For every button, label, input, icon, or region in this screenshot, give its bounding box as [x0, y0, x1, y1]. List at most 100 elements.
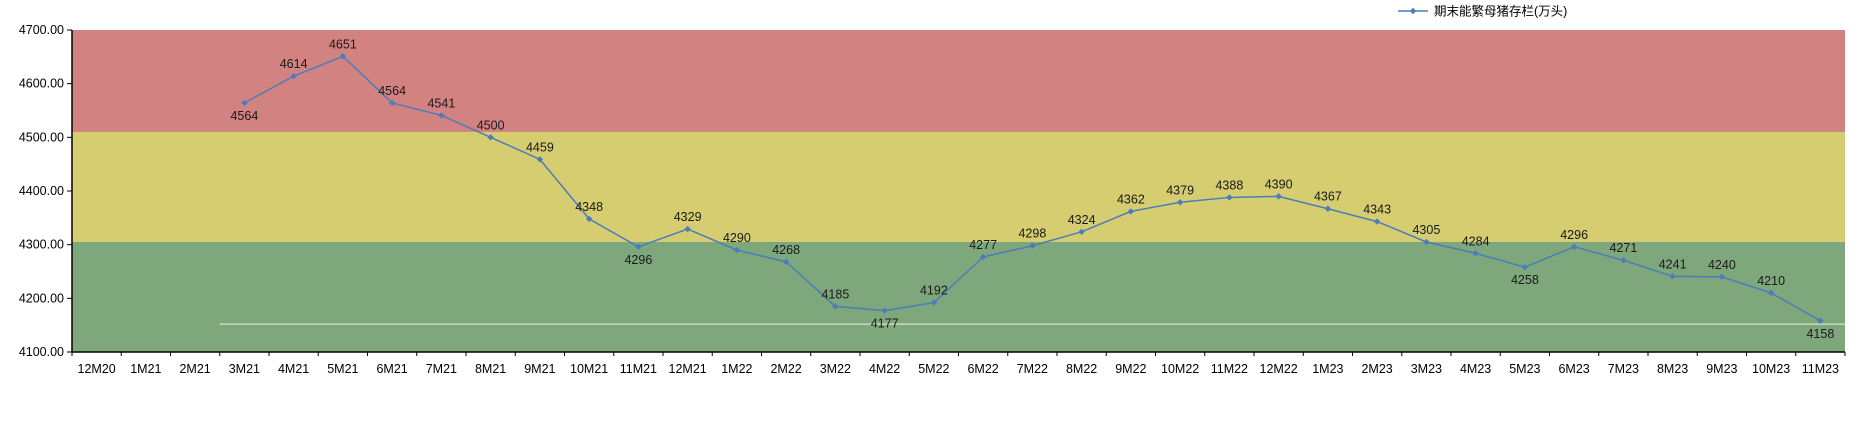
- y-axis-label: 4700.00: [19, 23, 64, 37]
- x-axis-label: 1M23: [1312, 362, 1343, 376]
- data-label: 4284: [1462, 234, 1490, 248]
- data-point: [1669, 273, 1676, 280]
- threshold-band: [72, 30, 1845, 132]
- data-label: 4271: [1609, 241, 1637, 255]
- data-label: 4541: [427, 96, 455, 110]
- data-point: [241, 99, 248, 107]
- x-axis-label: 4M23: [1460, 362, 1491, 376]
- x-axis-label: 2M23: [1361, 362, 1392, 376]
- data-point: [1620, 257, 1627, 264]
- data-point: [979, 253, 987, 261]
- x-axis-label: 8M23: [1657, 362, 1688, 376]
- x-axis-label: 8M21: [475, 362, 506, 376]
- data-point: [585, 215, 593, 223]
- data-point: [536, 156, 544, 163]
- data-label: 4268: [772, 243, 800, 257]
- data-label: 4651: [329, 37, 357, 51]
- x-axis-label: 11M23: [1802, 362, 1839, 376]
- data-label: 4177: [871, 317, 899, 331]
- data-point: [1521, 264, 1529, 271]
- x-axis-label: 9M23: [1706, 362, 1737, 376]
- data-label: 4388: [1215, 178, 1243, 192]
- x-axis-label: 10M21: [570, 362, 608, 376]
- x-axis-label: 6M21: [376, 362, 407, 376]
- x-axis-label: 2M21: [179, 362, 210, 376]
- data-point: [1718, 273, 1726, 281]
- data-point: [930, 299, 938, 306]
- x-axis-label: 3M22: [820, 362, 851, 376]
- data-label: 4210: [1757, 274, 1785, 288]
- y-axis-label: 4600.00: [19, 77, 64, 91]
- x-axis-label: 11M21: [620, 362, 657, 376]
- data-point: [1078, 228, 1085, 235]
- data-label: 4240: [1708, 258, 1736, 272]
- x-axis-label: 9M21: [524, 362, 555, 376]
- data-label: 4258: [1511, 273, 1539, 287]
- x-axis-label: 4M22: [869, 362, 900, 376]
- data-point: [832, 303, 839, 310]
- x-axis-label: 12M20: [78, 362, 116, 376]
- data-point: [684, 225, 691, 233]
- data-label: 4348: [575, 200, 603, 214]
- x-axis-label: 5M22: [918, 362, 949, 376]
- data-point: [438, 112, 445, 119]
- x-axis-label: 2M22: [770, 362, 801, 376]
- data-point: [733, 246, 741, 254]
- x-axis-label: 10M23: [1752, 362, 1790, 376]
- x-axis-label: 12M22: [1260, 362, 1298, 376]
- y-axis-label: 4400.00: [19, 184, 64, 198]
- data-label: 4614: [280, 57, 308, 71]
- data-label: 4298: [1018, 227, 1046, 241]
- data-point: [1570, 243, 1578, 251]
- data-label: 4564: [230, 109, 258, 123]
- data-label: 4362: [1117, 192, 1145, 206]
- data-label: 4241: [1659, 257, 1687, 271]
- x-axis-label: 5M23: [1509, 362, 1540, 376]
- data-label: 4305: [1412, 223, 1440, 237]
- data-point: [1472, 250, 1479, 257]
- y-axis-label: 4300.00: [19, 238, 64, 252]
- x-axis-label: 1M21: [130, 362, 161, 376]
- x-axis-label: 9M22: [1115, 362, 1146, 376]
- data-label: 4296: [624, 253, 652, 267]
- data-label: 4290: [723, 231, 751, 245]
- data-point: [388, 99, 396, 107]
- data-label: 4158: [1806, 327, 1834, 341]
- data-point: [1029, 242, 1036, 249]
- legend-label: 期末能繁母猪存栏(万头): [1434, 4, 1567, 19]
- data-point: [635, 243, 642, 251]
- x-axis-label: 7M22: [1017, 362, 1048, 376]
- x-axis-label: 5M21: [327, 362, 358, 376]
- x-axis-label: 6M23: [1558, 362, 1589, 376]
- data-point: [1176, 199, 1184, 206]
- legend-item[interactable]: 期末能繁母猪存栏(万头): [1398, 4, 1567, 19]
- data-label: 4324: [1068, 213, 1096, 227]
- data-point: [1423, 238, 1430, 246]
- data-point: [1324, 205, 1332, 212]
- legend-marker: [1409, 7, 1417, 15]
- x-axis-label: 3M23: [1411, 362, 1442, 376]
- y-axis-label: 4100.00: [19, 345, 64, 359]
- x-axis-label: 12M21: [669, 362, 707, 376]
- x-axis-label: 6M22: [967, 362, 998, 376]
- x-axis-label: 8M22: [1066, 362, 1097, 376]
- threshold-band: [72, 241, 1845, 352]
- x-axis-label: 4M21: [278, 362, 309, 376]
- data-point: [1767, 289, 1775, 297]
- data-label: 4390: [1265, 177, 1293, 191]
- data-point: [1275, 193, 1282, 200]
- x-axis-label: 3M21: [229, 362, 260, 376]
- data-label: 4329: [674, 210, 702, 224]
- threshold-band: [72, 131, 1845, 242]
- data-label: 4277: [969, 238, 997, 252]
- y-axis-label: 4500.00: [19, 130, 64, 144]
- data-label: 4564: [378, 84, 406, 98]
- data-point: [1127, 208, 1135, 215]
- data-label: 4185: [821, 287, 849, 301]
- data-label: 4459: [526, 140, 554, 154]
- data-point: [1373, 218, 1381, 225]
- data-label: 4379: [1166, 183, 1194, 197]
- data-label: 4192: [920, 284, 948, 298]
- data-label: 4500: [477, 118, 505, 132]
- data-point: [290, 72, 297, 80]
